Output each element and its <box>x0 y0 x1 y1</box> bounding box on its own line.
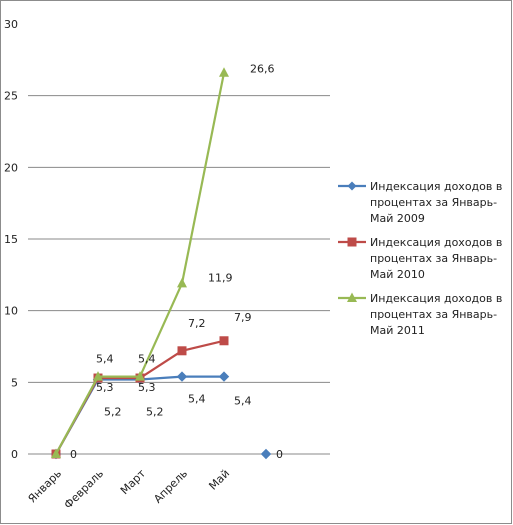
legend-label-1: Май 2009 <box>370 212 425 225</box>
legend-label-1: процентах за Январь- <box>370 196 497 209</box>
series-3-point <box>135 371 145 381</box>
legend-label-1: Индексация доходов в <box>370 180 502 193</box>
x-tick-label: Апрель <box>151 467 190 506</box>
series-1-data-label: 0 <box>276 448 283 461</box>
series-3-data-label: 26,6 <box>250 63 275 76</box>
series-1-point <box>218 371 230 382</box>
legend-label-2: процентах за Январь- <box>370 252 497 265</box>
series-2-data-label: 5,3 <box>138 381 156 394</box>
series-1-data-label: 5,4 <box>234 395 252 408</box>
y-tick-label: 0 <box>11 448 18 461</box>
series-3-point <box>219 67 229 77</box>
series-3-point <box>177 277 187 288</box>
y-tick-label: 25 <box>4 90 18 103</box>
series-2-data-label: 5,3 <box>96 381 114 394</box>
legend-label-2: Индексация доходов в <box>370 236 502 249</box>
series-1-data-label: 5,2 <box>146 405 164 418</box>
x-tick-label: Март <box>118 467 149 498</box>
legend-label-3: процентах за Январь- <box>370 308 497 321</box>
y-tick-label: 15 <box>4 233 18 246</box>
y-tick-label: 30 <box>4 18 18 31</box>
series-2-data-label: 7,9 <box>234 311 252 324</box>
series-2-point <box>219 336 229 346</box>
legend-label-3: Май 2011 <box>370 324 425 337</box>
series-1-data-label: 5,2 <box>104 405 122 418</box>
legend-label-2: Май 2010 <box>370 268 425 281</box>
series-2-point <box>177 346 187 356</box>
x-tick-label: Февраль <box>62 467 107 512</box>
series-3-data-label: 5,4 <box>138 353 156 366</box>
legend-marker-3 <box>347 292 357 302</box>
legend-label-3: Индексация доходов в <box>370 292 502 305</box>
series-3-data-label: 11,9 <box>208 271 233 284</box>
x-tick-label: Январь <box>26 467 65 506</box>
series-3-data-label: 5,4 <box>96 353 114 366</box>
series-1-data-label: 5,4 <box>188 393 206 406</box>
series-1-data-label: 0 <box>70 448 77 461</box>
series-1-point <box>176 371 188 382</box>
y-tick-label: 10 <box>4 305 18 318</box>
series-2-data-label: 7,2 <box>188 317 206 330</box>
series-3-point <box>51 448 61 458</box>
series-1-point <box>260 448 272 460</box>
legend-marker-1 <box>347 181 357 191</box>
series-3-point <box>93 371 103 381</box>
y-tick-label: 5 <box>11 376 18 389</box>
y-tick-label: 20 <box>4 161 18 174</box>
legend-marker-2 <box>347 237 357 247</box>
x-tick-label: Май <box>206 467 232 493</box>
